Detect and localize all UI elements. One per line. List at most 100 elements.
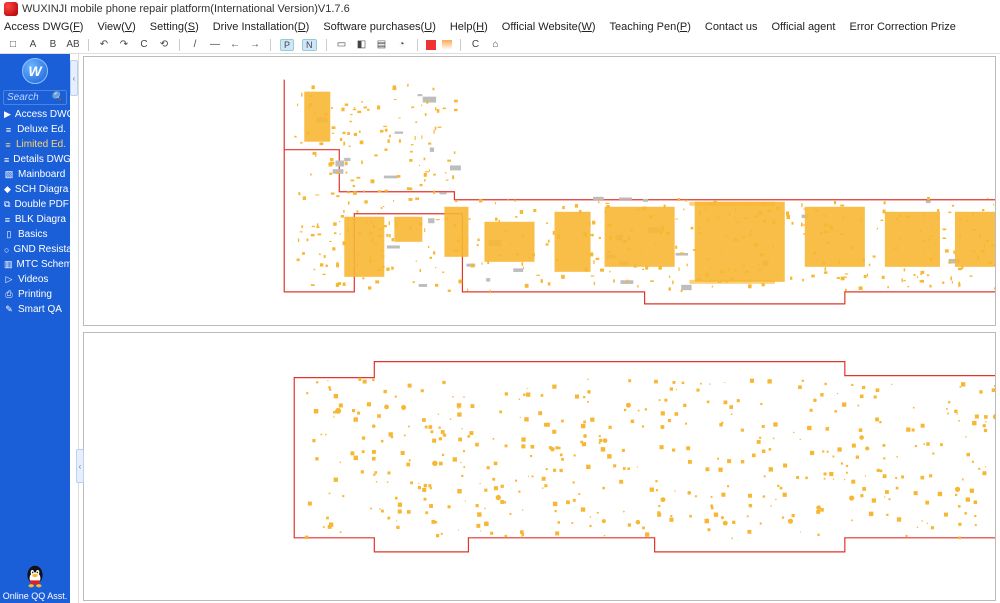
menu-item[interactable]: Drive Installation(D) (213, 21, 310, 33)
pcb-top-panel[interactable] (83, 56, 996, 326)
logo-icon: W (22, 58, 48, 84)
toolbar-view-2[interactable]: ▤ (375, 38, 389, 52)
sidebar-item-icon: ≡ (4, 140, 12, 150)
toolbar-btn-1[interactable]: A (26, 38, 40, 52)
sidebar-item-icon: ▯ (4, 229, 14, 240)
toolbar-view-0[interactable]: ▭ (335, 38, 349, 52)
toolbar-btn-5[interactable]: ↷ (117, 38, 131, 52)
sidebar-item-icon: ▶ (4, 109, 11, 120)
toolbar-btn-7[interactable]: ⟲ (157, 38, 171, 52)
pcb-bottom-outline (294, 361, 995, 551)
qq-icon (24, 563, 46, 589)
sidebar-item-blk-diagra[interactable]: ≡BLK Diagra (0, 212, 70, 227)
titlebar: WUXINJI mobile phone repair platform(Int… (0, 0, 1000, 18)
pcb-top-outline (284, 80, 995, 304)
menubar: Access DWG(F) View(V) Setting(S) Drive Inst… (0, 18, 1000, 36)
sidebar-item-icon: ▧ (4, 169, 14, 180)
sidebar-item-icon: ◆ (4, 184, 11, 195)
sidebar-item-label: Details DWG (13, 154, 70, 165)
sidebar-item-double-pdf[interactable]: ⧉Double PDF (0, 197, 70, 212)
menu-item[interactable]: Teaching Pen(P) (610, 21, 691, 33)
toolbar-separator (179, 39, 180, 51)
toolbar-view-3[interactable]: ◔ (395, 38, 409, 52)
menu-item[interactable]: Access DWG(F) (4, 21, 83, 33)
sidebar-item-label: Deluxe Ed. (17, 124, 66, 135)
vertical-splitter[interactable]: ‹ (70, 54, 78, 603)
toolbar-right-1[interactable]: ⌂ (489, 38, 503, 52)
sidebar-item-label: SCH Diagra (15, 184, 68, 195)
qq-label: Online QQ Asst. (0, 591, 70, 601)
menu-item[interactable]: Official Website(W) (502, 21, 596, 33)
toolbar-separator (88, 39, 89, 51)
toolbar-btn-8[interactable]: / (188, 38, 202, 52)
sidebar-item-smart-qa[interactable]: ✎ Smart QA (0, 302, 70, 317)
pcb-bottom-svg (84, 333, 995, 601)
sidebar-item-label: Access DWG (15, 109, 70, 120)
sidebar-item-label: Limited Ed. (16, 139, 66, 150)
toolbar: □ AB AB ↶ ↷ C ⟲ / — ← → PN ▭ ◧ ▤ ◔ C ⌂ (0, 36, 1000, 54)
toolbar-separator (326, 39, 327, 51)
search-icon: 🔍 (51, 92, 63, 103)
toolbar-btn-10[interactable]: ← (228, 38, 242, 52)
toolbar-btn-0[interactable]: □ (6, 38, 20, 52)
sidebar-item-videos[interactable]: ▷ Videos (0, 272, 70, 287)
sidebar-nav: ▶Access DWG≡Deluxe Ed.≡Limited Ed.≡Detai… (0, 107, 70, 557)
app-title: WUXINJI mobile phone repair platform(Int… (22, 3, 350, 15)
sidebar-item-label: Smart QA (18, 304, 62, 315)
toolbar-separator (460, 39, 461, 51)
logo: W (0, 54, 70, 88)
sidebar-item-icon: ▷ (4, 274, 14, 285)
sidebar-item-label: Videos (18, 274, 48, 285)
menu-item[interactable]: Help(H) (450, 21, 488, 33)
toolbar-tag-P[interactable]: P (280, 39, 294, 51)
toolbar-btn-11[interactable]: → (248, 38, 262, 52)
sidebar-item-icon: ≡ (4, 155, 9, 165)
search-input[interactable]: Search 🔍 (3, 90, 67, 105)
toolbar-btn-2[interactable]: B (46, 38, 60, 52)
sidebar-item-label: Mainboard (18, 169, 65, 180)
toolbar-tag-N[interactable]: N (302, 39, 317, 51)
menu-item[interactable]: Error Correction Prize (849, 21, 955, 33)
qq-assist[interactable]: Online QQ Asst. (0, 557, 70, 603)
sidebar-item-basics[interactable]: ▯ Basics (0, 227, 70, 242)
menu-item[interactable]: Official agent (771, 21, 835, 33)
pcb-bottom-panel[interactable]: ‹ (83, 332, 996, 602)
menu-item[interactable]: View(V) (97, 21, 135, 33)
sidebar-item-label: Basics (18, 229, 47, 240)
sidebar-item-limited-ed-[interactable]: ≡ Limited Ed. (0, 137, 70, 152)
sidebar-item-label: MTC Schem (17, 259, 70, 270)
toolbar-swatch-gradient[interactable] (442, 40, 452, 50)
toolbar-separator (270, 39, 271, 51)
sidebar-item-gnd-resista[interactable]: ○GND Resista (0, 242, 70, 257)
sidebar-item-deluxe-ed-[interactable]: ≡ Deluxe Ed. (0, 122, 70, 137)
sidebar-item-label: BLK Diagra (15, 214, 66, 225)
app-icon (4, 2, 18, 16)
menu-item[interactable]: Setting(S) (150, 21, 199, 33)
sidebar: W Search 🔍 ▶Access DWG≡Deluxe Ed.≡Limite… (0, 54, 70, 603)
sidebar-item-sch-diagra[interactable]: ◆ SCH Diagra (0, 182, 70, 197)
toolbar-view-1[interactable]: ◧ (355, 38, 369, 52)
toolbar-btn-4[interactable]: ↶ (97, 38, 111, 52)
toolbar-swatch-red[interactable] (426, 40, 436, 50)
menu-item[interactable]: Contact us (705, 21, 758, 33)
toolbar-btn-6[interactable]: C (137, 38, 151, 52)
sidebar-item-label: Printing (18, 289, 52, 300)
sidebar-item-mtc-schem[interactable]: ▥MTC Schem (0, 257, 70, 272)
sidebar-item-details-dwg[interactable]: ≡ Details DWG (0, 152, 70, 167)
toolbar-right-0[interactable]: C (469, 38, 483, 52)
toolbar-btn-3[interactable]: AB (66, 38, 80, 52)
sidebar-item-mainboard[interactable]: ▧ Mainboard (0, 167, 70, 182)
sidebar-item-icon: ⎙ (4, 289, 14, 300)
menu-item[interactable]: Software purchases(U) (323, 21, 436, 33)
sidebar-item-printing[interactable]: ⎙ Printing (0, 287, 70, 302)
sidebar-item-label: GND Resista (13, 244, 70, 255)
toolbar-separator (417, 39, 418, 51)
search-wrap: Search 🔍 (0, 88, 70, 107)
sidebar-item-icon: ≡ (4, 125, 13, 135)
toolbar-btn-9[interactable]: — (208, 38, 222, 52)
splitter-handle-icon: ‹ (70, 60, 78, 96)
sidebar-item-icon: ✎ (4, 304, 14, 315)
horizontal-splitter-handle[interactable]: ‹ (76, 449, 84, 483)
sidebar-item-access-dwg[interactable]: ▶ Access DWG (0, 107, 70, 122)
search-placeholder: Search (7, 92, 39, 103)
